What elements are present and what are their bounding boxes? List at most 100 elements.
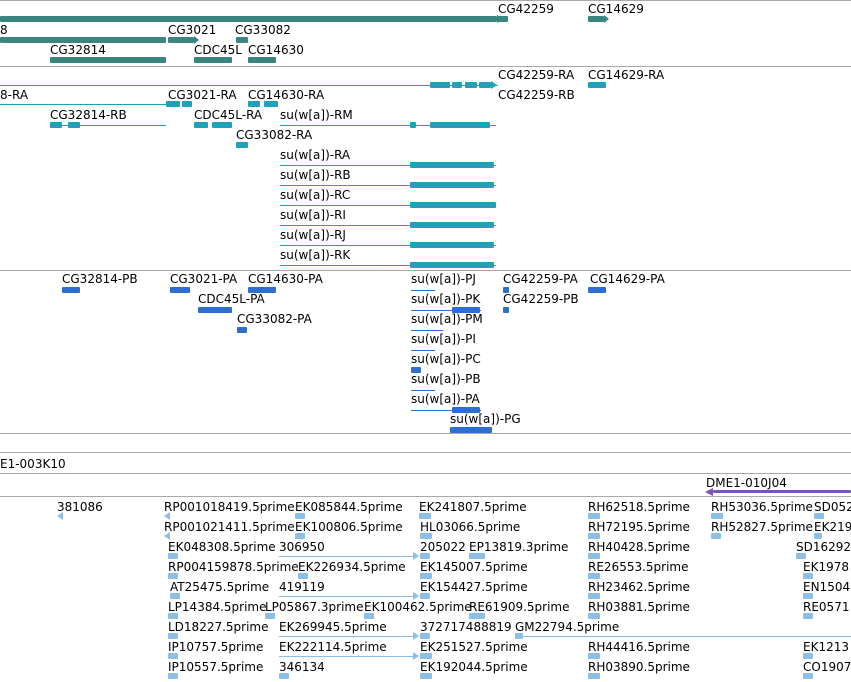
est-arrow[interactable]	[413, 552, 419, 560]
transcript-label[interactable]: CG32814-RB	[50, 108, 127, 122]
est-bar[interactable]	[420, 653, 432, 659]
gene-label[interactable]: 8	[0, 23, 8, 37]
est-label[interactable]: RH40428.5prime	[588, 540, 690, 554]
est-bar[interactable]	[588, 533, 600, 539]
transcript-exon[interactable]	[236, 142, 248, 148]
est-bar[interactable]	[419, 513, 431, 519]
est-bar[interactable]	[803, 573, 813, 579]
transcript-label[interactable]: CG42259-RB	[498, 88, 575, 102]
est-bar[interactable]	[420, 673, 432, 679]
clone-label[interactable]: E1-003K10	[0, 457, 66, 471]
transcript-exon[interactable]	[50, 122, 62, 128]
est-label[interactable]: EK048308.5prime	[168, 540, 276, 554]
est-bar[interactable]	[588, 613, 600, 619]
gene-bar[interactable]	[498, 16, 508, 22]
transcript-exon[interactable]	[430, 82, 450, 88]
est-label[interactable]: EK251527.5prime	[420, 640, 528, 654]
protein-exon[interactable]	[198, 307, 232, 313]
est-label[interactable]: HL03066.5prime	[420, 520, 521, 534]
transcript-exon[interactable]	[68, 122, 80, 128]
transcript-exon[interactable]	[166, 101, 180, 107]
transcript-label[interactable]: su(w[a])-RI	[280, 208, 346, 222]
est-label[interactable]: SD16292	[796, 540, 851, 554]
transcript-label[interactable]: su(w[a])-RK	[280, 248, 351, 262]
est-bar[interactable]	[803, 673, 813, 679]
protein-exon[interactable]	[452, 307, 480, 313]
gene-label[interactable]: CG32814	[50, 43, 106, 57]
est-bar[interactable]	[814, 513, 824, 519]
est-label[interactable]: 419119	[279, 580, 325, 594]
transcript-exon[interactable]	[588, 82, 606, 88]
est-label[interactable]: SD052	[814, 500, 851, 514]
est-label[interactable]: RP001018419.5prime	[164, 500, 295, 514]
transcript-exon[interactable]	[212, 122, 232, 128]
protein-label[interactable]: CG32814-PB	[62, 272, 138, 286]
transcript-exon[interactable]	[264, 101, 278, 107]
transcript-label[interactable]: su(w[a])-RA	[280, 148, 351, 162]
gene-bar[interactable]	[0, 37, 166, 43]
transcript-exon[interactable]	[410, 202, 496, 208]
est-label[interactable]: EK154427.5prime	[420, 580, 528, 594]
clone-bar[interactable]	[713, 490, 851, 493]
est-label[interactable]: 346134	[279, 660, 325, 674]
est-bar[interactable]	[588, 573, 600, 579]
protein-label[interactable]: su(w[a])-PM	[411, 312, 483, 326]
est-label[interactable]: RH03881.5prime	[588, 600, 690, 614]
est-label[interactable]: EN1504	[803, 580, 851, 594]
transcript-exon[interactable]	[410, 122, 416, 128]
transcript-exon[interactable]	[410, 162, 494, 168]
est-bar[interactable]	[168, 613, 178, 619]
transcript-label[interactable]: CG33082-RA	[236, 128, 313, 142]
protein-exon[interactable]	[588, 287, 606, 293]
est-label[interactable]: RE0571	[803, 600, 850, 614]
est-bar[interactable]	[588, 553, 600, 559]
est-bar[interactable]	[588, 653, 600, 659]
protein-exon[interactable]	[503, 287, 509, 293]
est-bar[interactable]	[515, 633, 523, 639]
est-bar[interactable]	[803, 593, 813, 599]
est-label[interactable]: EK269945.5prime	[279, 620, 387, 634]
est-label[interactable]: 306950	[279, 540, 325, 554]
est-label[interactable]: EK1213	[803, 640, 849, 654]
est-label[interactable]: 205022	[420, 540, 466, 554]
est-bar[interactable]	[469, 553, 485, 559]
est-label[interactable]: EK100462.5prime	[364, 600, 472, 614]
gene-bar[interactable]	[50, 57, 166, 63]
transcript-exon[interactable]	[248, 101, 260, 107]
protein-exon[interactable]	[237, 327, 247, 333]
gene-label[interactable]: CG42259	[498, 2, 554, 16]
transcript-exon[interactable]	[479, 82, 491, 88]
est-label[interactable]: 372717488819	[420, 620, 512, 634]
gene-bar[interactable]	[588, 16, 604, 22]
protein-label[interactable]: su(w[a])-PA	[411, 392, 480, 406]
protein-exon[interactable]	[452, 407, 480, 413]
transcript-label[interactable]: CG3021-RA	[168, 88, 237, 102]
est-bar[interactable]	[803, 653, 813, 659]
est-bar[interactable]	[298, 573, 308, 579]
gene-label[interactable]: CDC45L	[194, 43, 242, 57]
transcript-label[interactable]: CG42259-RA	[498, 68, 575, 82]
est-bar[interactable]	[588, 513, 600, 519]
transcript-exon[interactable]	[430, 122, 490, 128]
gene-label[interactable]: CG14630	[248, 43, 304, 57]
est-label[interactable]: GM22794.5prime	[515, 620, 620, 634]
est-label[interactable]: EK085844.5prime	[295, 500, 403, 514]
est-bar[interactable]	[168, 653, 178, 659]
transcript-exon[interactable]	[194, 122, 208, 128]
est-bar[interactable]	[711, 513, 723, 519]
est-label[interactable]: EK100806.5prime	[295, 520, 403, 534]
protein-label[interactable]: su(w[a])-PK	[411, 292, 481, 306]
protein-exon[interactable]	[62, 287, 80, 293]
transcript-label[interactable]: su(w[a])-RC	[280, 188, 351, 202]
est-label[interactable]: EK192044.5prime	[420, 660, 528, 674]
transcript-label[interactable]: CG14629-RA	[588, 68, 665, 82]
est-bar[interactable]	[588, 673, 600, 679]
est-label[interactable]: EK241807.5prime	[419, 500, 527, 514]
est-bar[interactable]	[295, 513, 305, 519]
est-bar[interactable]	[588, 593, 600, 599]
transcript-exon[interactable]	[410, 222, 494, 228]
est-label[interactable]: RH53036.5prime	[711, 500, 813, 514]
transcript-label[interactable]: 8-RA	[0, 88, 29, 102]
gene-bar[interactable]	[168, 37, 194, 43]
est-label[interactable]: RH23462.5prime	[588, 580, 690, 594]
